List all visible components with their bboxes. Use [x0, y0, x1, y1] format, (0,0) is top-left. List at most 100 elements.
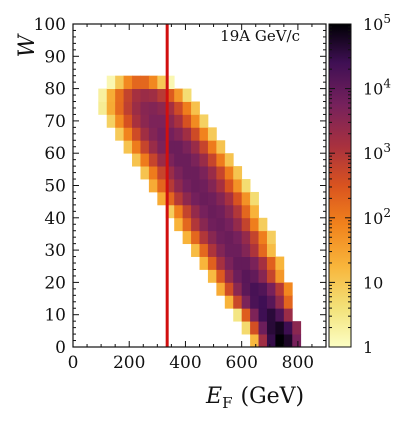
colorbar-tick-label: 10 [363, 273, 383, 292]
heatmap-cell [224, 153, 234, 167]
heatmap-cell [224, 256, 234, 270]
heatmap-cell [258, 217, 268, 232]
heatmap-cell [123, 127, 133, 141]
heatmap-cell [199, 217, 209, 232]
y-tick-label: 100 [34, 15, 66, 35]
heatmap-cell [182, 179, 192, 193]
heatmap-cell [241, 282, 251, 296]
heatmap-cell [199, 140, 209, 154]
heatmap-cell [132, 140, 141, 154]
y-tick-label: 0 [55, 338, 66, 358]
heatmap-cell [115, 127, 124, 141]
heatmap-cell [224, 204, 234, 219]
heatmap-cell [165, 204, 175, 219]
heatmap-cell [216, 282, 226, 296]
heatmap-cell [233, 269, 243, 283]
heatmap-cell [157, 88, 167, 102]
heatmap-cell [182, 140, 192, 154]
y-tick-label: 70 [44, 112, 66, 132]
heatmap-cell [148, 127, 158, 141]
heatmap-cell [106, 75, 116, 89]
y-tick-label: 30 [44, 241, 66, 261]
heatmap-cell [182, 204, 192, 219]
x-tick-label: 0 [68, 353, 79, 373]
heatmap-cell [174, 217, 184, 232]
heatmap-cell [191, 114, 200, 128]
heatmap-cell [132, 114, 141, 128]
heatmap-cell [207, 166, 217, 180]
heatmap-cell [174, 114, 184, 128]
heatmap-cell [199, 179, 209, 193]
heatmap-cell [258, 230, 268, 245]
heatmap-cell [199, 166, 209, 180]
heatmap-cell [199, 204, 209, 219]
heatmap-cell [199, 127, 209, 141]
heatmap-cell [241, 256, 251, 270]
heatmap-cell [241, 295, 251, 309]
heatmap-cell [199, 153, 209, 167]
heatmap-cell [148, 153, 158, 167]
colorbar-tick-exponent: 5 [383, 12, 391, 26]
heatmap-cell [224, 230, 234, 245]
heatmap-cell [258, 321, 268, 335]
heatmap-cell [250, 295, 259, 309]
heatmap-cell [250, 204, 259, 219]
heatmap-cell [233, 204, 243, 219]
heatmap-cell [241, 191, 251, 206]
heatmap-cell [115, 75, 124, 89]
heatmap-cell [191, 140, 200, 154]
heatmap-cell [174, 179, 184, 193]
heatmap-cell [250, 282, 259, 296]
heatmap-cell [123, 140, 133, 154]
heatmap-cell [199, 114, 209, 128]
heatmap-cell [275, 334, 285, 348]
heatmap-cell [216, 204, 226, 219]
colorbar-tick-label: 105 [363, 12, 391, 34]
heatmap-cell [165, 88, 175, 102]
heatmap-cell [233, 243, 243, 257]
heatmap-cell [283, 282, 293, 296]
heatmap-cell [140, 114, 150, 128]
heatmap-cell [283, 295, 293, 309]
heatmap-cell [216, 153, 226, 167]
heatmap-cell [275, 321, 285, 335]
heatmap-cell [106, 101, 116, 115]
y-tick-label: 90 [44, 47, 66, 67]
y-axis-ticks: 0 10 20 30 40 50 60 70 80 90 100 [34, 15, 326, 358]
heatmap-cell [148, 166, 158, 180]
heatmap-cell [132, 101, 141, 115]
heatmap-cell [250, 334, 259, 348]
x-tick-label: 400 [169, 353, 201, 373]
heatmap-cell [266, 282, 276, 296]
heatmap-cell [157, 140, 167, 154]
y-tick-label: 20 [44, 273, 66, 293]
heatmap-cell [233, 191, 243, 206]
heatmap-cell [250, 191, 259, 206]
heatmap-cell [241, 217, 251, 232]
heatmap-cell [233, 308, 243, 322]
heatmap-cell [165, 127, 175, 141]
colorbar-tick-exponent: 3 [383, 141, 391, 155]
y-axis-title: W [15, 32, 40, 57]
heatmap-cell [275, 282, 285, 296]
heatmap-cell [174, 127, 184, 141]
heatmap-cell [182, 88, 192, 102]
heatmap-cell [216, 230, 226, 245]
heatmap-cell [266, 308, 276, 322]
heatmap-cell [241, 243, 251, 257]
heatmap-cell [191, 166, 200, 180]
heatmap-cell [140, 75, 150, 89]
heatmap-cell [258, 308, 268, 322]
heatmap-cell [241, 321, 251, 335]
colorbar-tick-exponent: 2 [383, 206, 391, 220]
colorbar-tick-label: 1 [363, 338, 373, 357]
heatmap-cell [216, 256, 226, 270]
heatmap-cell [174, 140, 184, 154]
heatmap-cell [233, 217, 243, 232]
heatmap-cell [165, 101, 175, 115]
heatmap-cell [174, 191, 184, 206]
heatmap-cell [115, 88, 124, 102]
heatmap-cell [233, 282, 243, 296]
heatmap-cell [174, 153, 184, 167]
heatmap-cell [292, 334, 302, 348]
